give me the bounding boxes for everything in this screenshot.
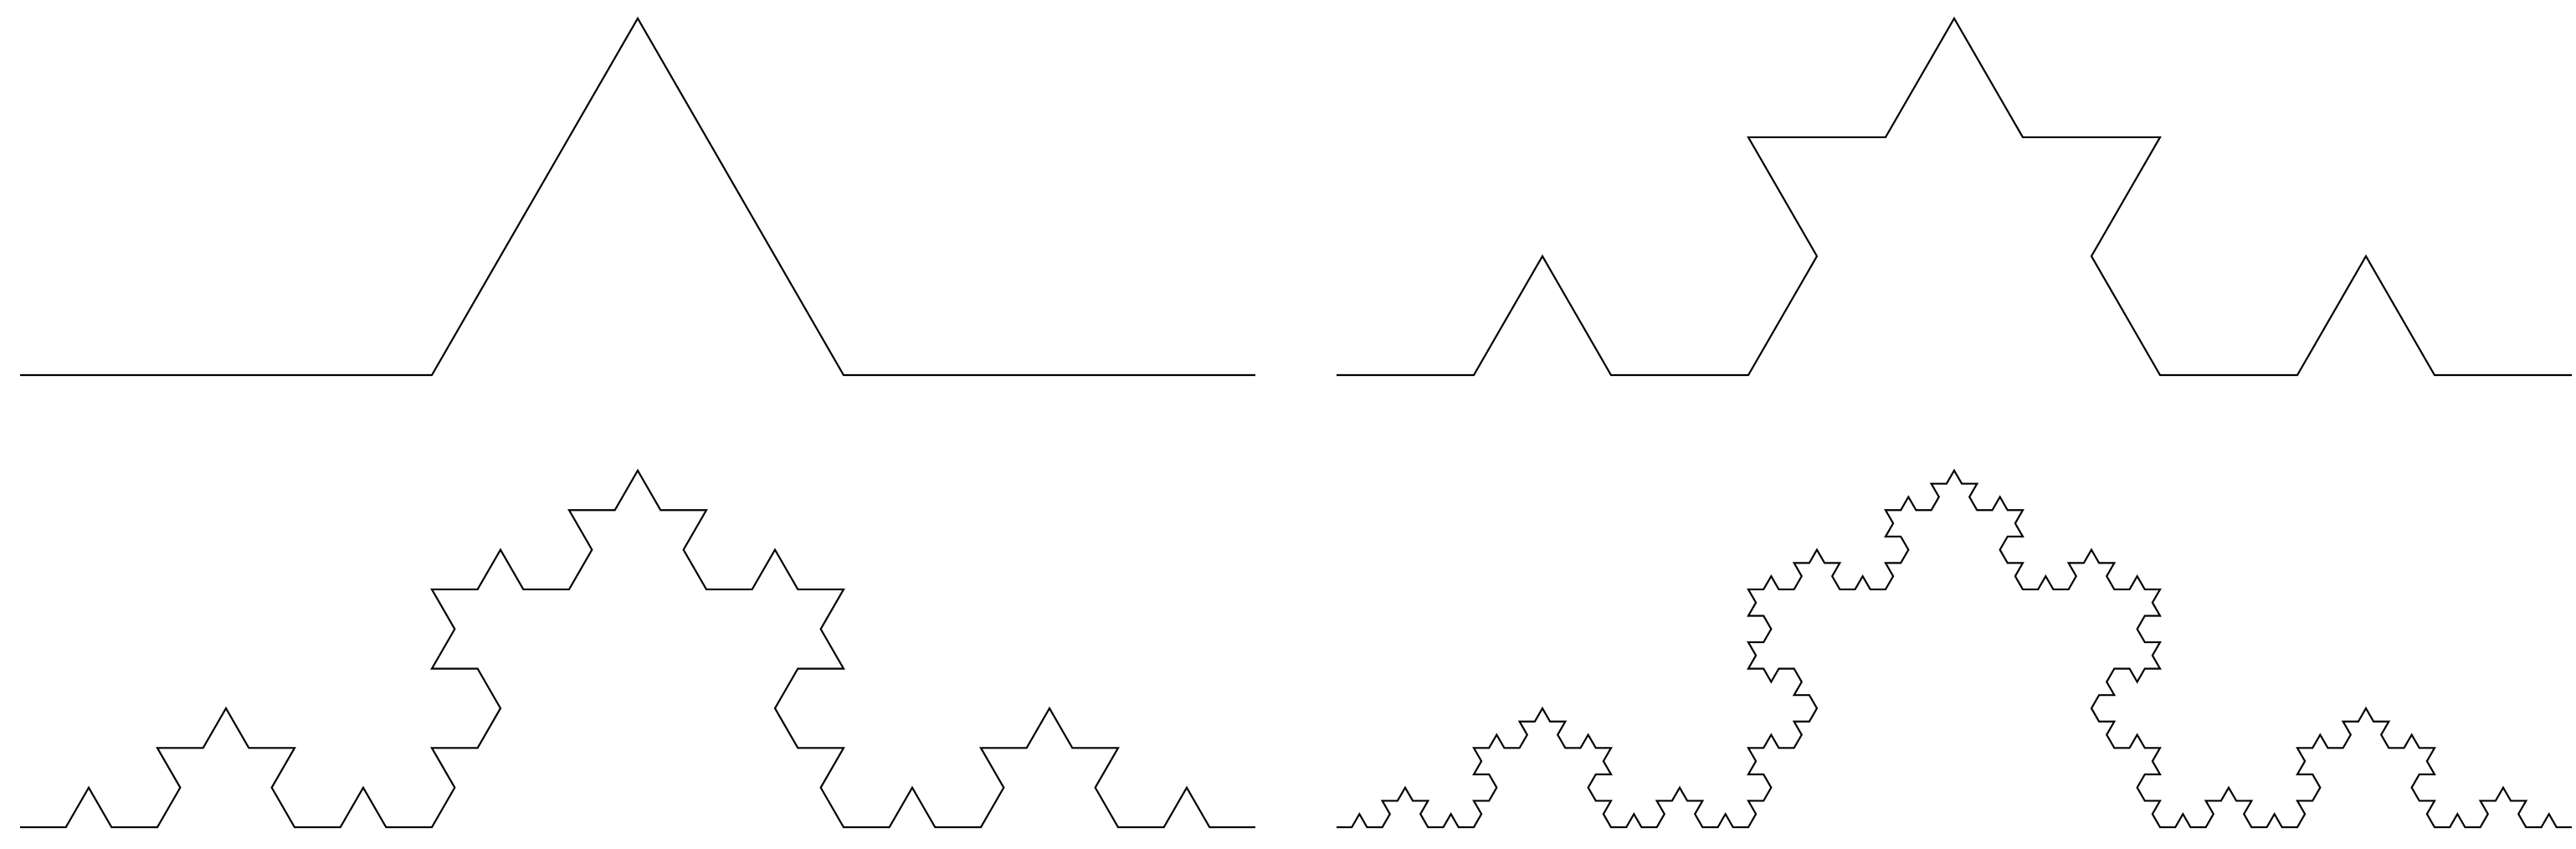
koch-curve-iteration-4 [1337,468,2572,829]
koch-curve-iteration-2 [1337,16,2572,377]
koch-curve-iteration-2-path [1337,16,2572,377]
koch-curve-iteration-3-path [20,468,1255,829]
koch-curve-iteration-3 [20,468,1255,829]
koch-curve-iteration-1 [20,16,1255,377]
koch-curve-iteration-1-path [20,16,1255,377]
koch-curve-iteration-4-path [1337,468,2572,829]
